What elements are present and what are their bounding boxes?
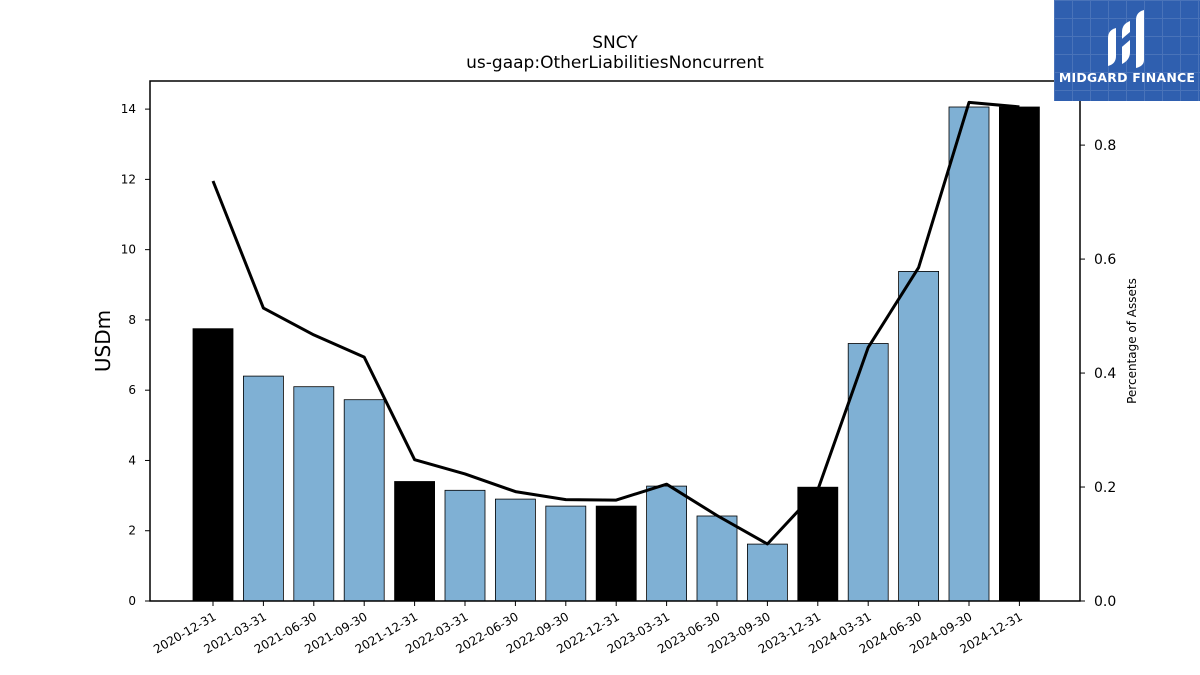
- y-left-tick-label: 14: [121, 102, 136, 116]
- bar: [343, 399, 385, 602]
- bar: [192, 328, 234, 602]
- bar: [444, 489, 486, 602]
- bar: [747, 543, 788, 602]
- y-right-tick-label: 0.8: [1094, 138, 1116, 154]
- y-left-tick-label: 6: [128, 383, 136, 397]
- bar: [999, 106, 1040, 602]
- bar: [646, 485, 687, 602]
- y-left-tick-label: 8: [128, 313, 136, 327]
- logo-mark-icon: [1108, 10, 1144, 68]
- y-right-tick-label: 0.6: [1094, 252, 1116, 268]
- plot-frame: [149, 80, 1081, 602]
- y-left-tick-label: 12: [121, 172, 136, 186]
- bar: [847, 343, 889, 602]
- bar: [696, 515, 738, 602]
- bar: [948, 106, 990, 602]
- bar: [293, 386, 335, 602]
- logo: MIDGARD FINANCE: [1054, 0, 1200, 101]
- bar: [898, 270, 939, 602]
- chart-subtitle: us-gaap:OtherLiabilitiesNoncurrent: [466, 53, 764, 73]
- percentage-line: [211, 100, 1020, 546]
- y-left-tick-label: 10: [121, 243, 136, 257]
- logo-text: MIDGARD FINANCE: [1058, 70, 1196, 85]
- y-right-axis-label: Percentage of Assets: [1125, 278, 1139, 404]
- y-left-tick-label: 0: [128, 594, 136, 608]
- y-left-axis-label: USDm: [91, 310, 115, 372]
- y-left-tick-label: 2: [128, 524, 136, 538]
- bar: [394, 481, 436, 602]
- y-right-tick-label: 0.2: [1094, 480, 1116, 496]
- y-right-tick-label: 0.4: [1094, 366, 1116, 382]
- chart-title: SNCY: [592, 33, 638, 53]
- y-left-tick-label: 4: [128, 453, 136, 467]
- bar: [242, 375, 284, 602]
- bar: [595, 505, 637, 602]
- bar: [545, 505, 587, 602]
- y-right-tick-label: 0.0: [1094, 594, 1116, 610]
- bar: [494, 498, 536, 602]
